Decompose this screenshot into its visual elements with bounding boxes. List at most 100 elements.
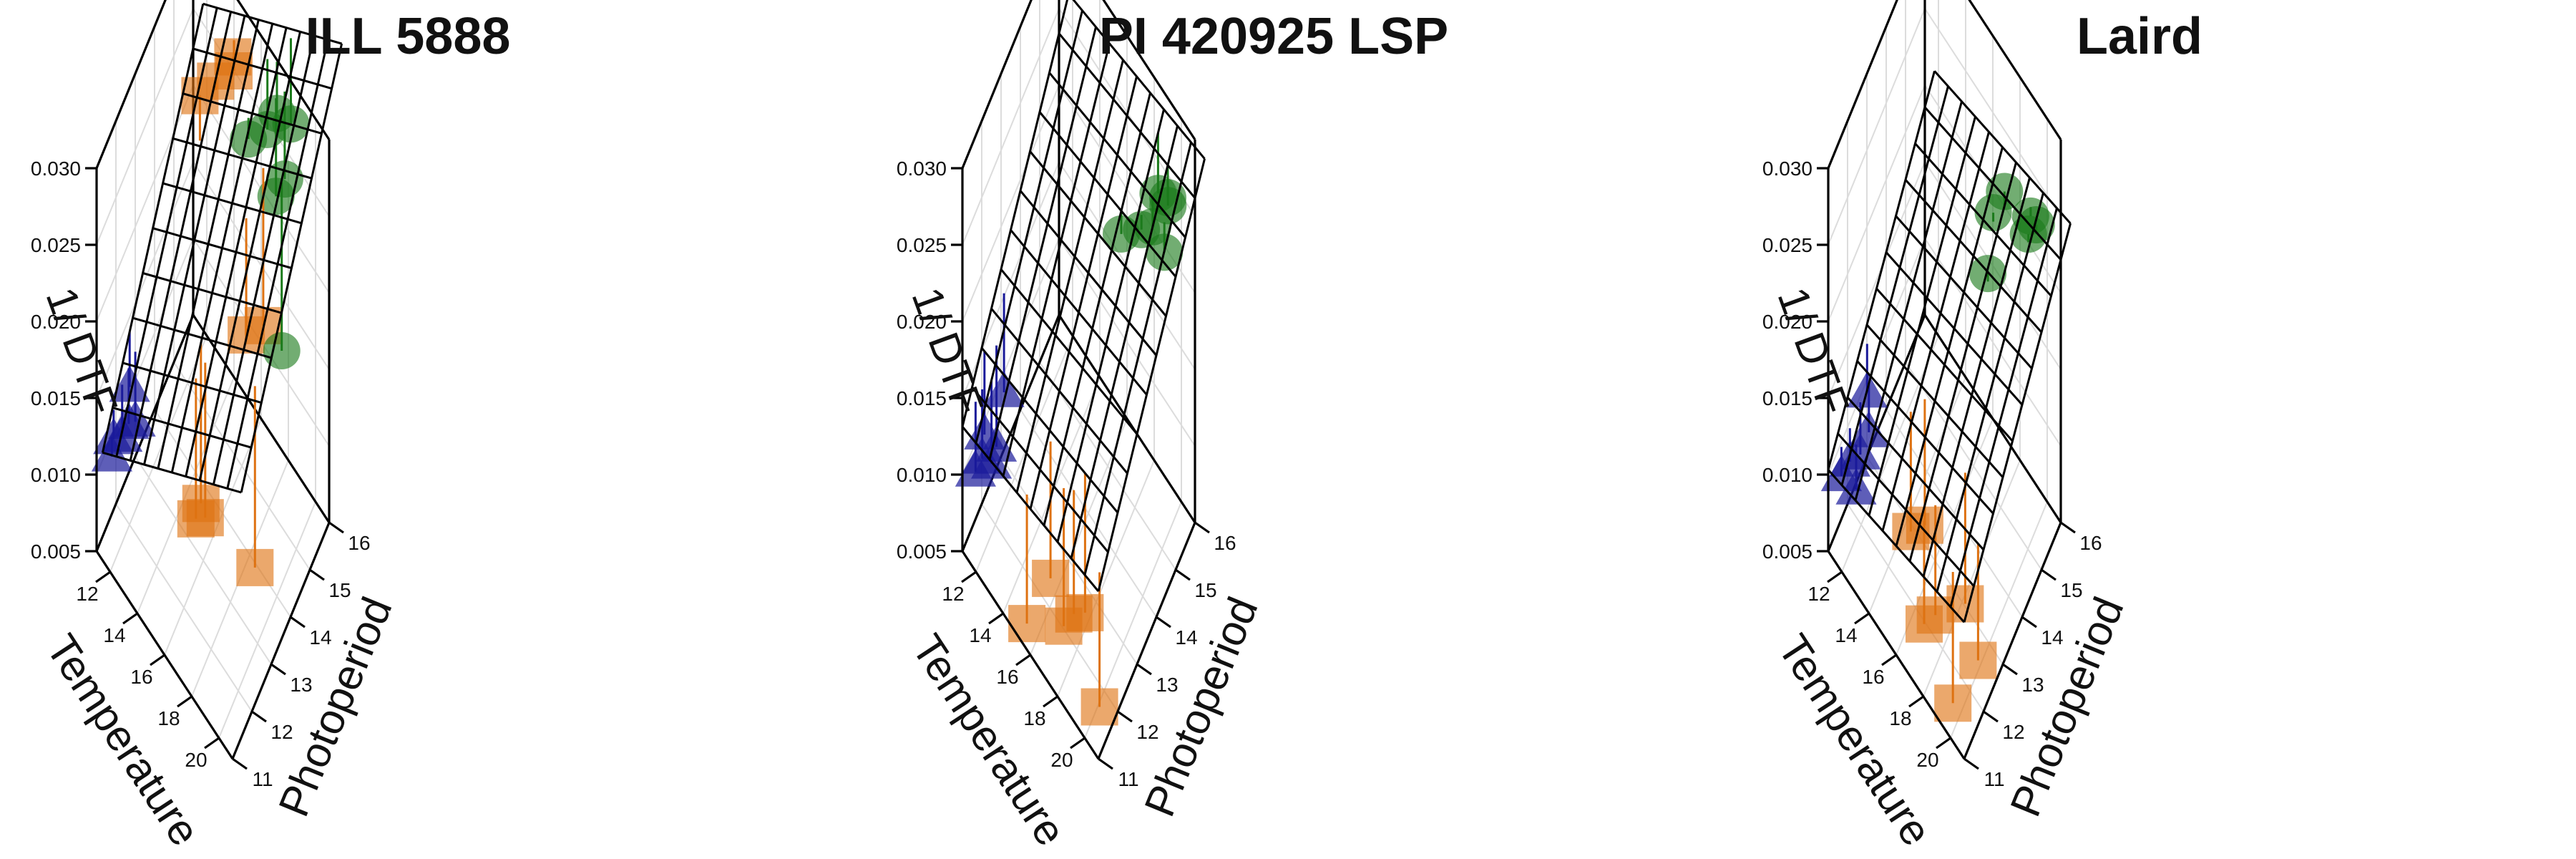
surface-mesh-line xyxy=(1827,70,1936,470)
surface-mesh-line xyxy=(1933,70,2072,225)
surface-mesh-line xyxy=(1097,158,1206,592)
temperature-tick-label: 18 xyxy=(1023,707,1045,729)
surface-mesh-line xyxy=(1885,251,2024,406)
tick-mark xyxy=(2041,568,2057,581)
data-point-triangle xyxy=(91,435,132,472)
surface-mesh-line xyxy=(1922,177,2031,577)
grid-line xyxy=(1020,409,1157,618)
cube-edge xyxy=(1102,0,1196,140)
tick-mark xyxy=(232,757,248,770)
z-tick-label: 0.020 xyxy=(31,311,81,333)
tick-mark xyxy=(1070,737,1085,749)
surface-mesh-line xyxy=(1936,193,2044,593)
surface-mesh-line xyxy=(1002,43,1111,477)
surface-mesh-line xyxy=(1072,0,1206,160)
tick-mark xyxy=(1854,612,1870,625)
tick-mark xyxy=(988,612,1004,625)
surface-mesh-line xyxy=(1854,101,1963,501)
panel-title: PI 420925 LSP xyxy=(1099,8,1448,65)
z-tick-label: 0.025 xyxy=(31,234,81,256)
grid-line xyxy=(1868,377,1966,614)
surface-mesh-line xyxy=(182,92,322,135)
tick-mark xyxy=(290,616,306,629)
surface-mesh-line xyxy=(1846,397,1985,550)
grid-line xyxy=(962,84,1060,322)
panel-1: 12141618201112131415160.0050.0100.0150.0… xyxy=(31,0,511,854)
grid-line xyxy=(1828,8,1926,246)
data-point-square xyxy=(1959,641,1997,679)
temperature-tick-label: 20 xyxy=(1916,749,1938,771)
tick-mark xyxy=(150,654,165,666)
tick-mark xyxy=(270,663,286,676)
tick-mark xyxy=(2060,521,2076,534)
tick-mark xyxy=(1098,757,1113,770)
surface-mesh-line xyxy=(961,426,1100,593)
photoperiod-tick-label: 15 xyxy=(2060,579,2082,601)
tick-mark xyxy=(1175,568,1191,581)
tick-mark xyxy=(1156,616,1171,629)
photoperiod-axis-label: Photoperiod xyxy=(2001,591,2132,823)
temperature-tick-label: 14 xyxy=(969,624,991,646)
data-point-triangle xyxy=(983,371,1025,407)
photoperiod-tick-label: 11 xyxy=(1984,768,2004,790)
temperature-tick-label: 18 xyxy=(1889,707,1911,729)
surface-mesh-line xyxy=(1048,72,1186,238)
temperature-tick-label: 18 xyxy=(157,707,180,729)
tick-mark xyxy=(1043,695,1058,708)
surface-mesh-line xyxy=(152,227,292,269)
data-point-circle xyxy=(2017,206,2055,243)
photoperiod-tick-label: 14 xyxy=(1175,626,1197,649)
fitted-surface xyxy=(1827,70,2072,623)
tick-mark xyxy=(328,521,344,534)
surface-mesh-line xyxy=(1895,215,2033,369)
grid-line xyxy=(1828,0,1898,169)
photoperiod-axis-label: Photoperiod xyxy=(1135,591,1267,823)
tick-mark xyxy=(2002,663,2018,676)
tick-mark xyxy=(204,737,220,749)
surface-mesh-line xyxy=(1868,116,1976,516)
surface-mesh-line xyxy=(971,387,1109,553)
temperature-axis-label: Temperature xyxy=(903,626,1075,855)
surface-mesh-line xyxy=(1056,109,1165,543)
surface-mesh-line xyxy=(1840,86,1949,486)
temperature-tick-label: 16 xyxy=(996,666,1018,688)
tick-mark xyxy=(1015,654,1031,666)
tick-labels: 12141618201112131415160.0050.0100.0150.0… xyxy=(1762,157,2102,790)
panel-title: ILL 5888 xyxy=(306,8,511,65)
surface-mesh-line xyxy=(1923,106,2062,261)
grid-line xyxy=(1039,361,1176,571)
data-point-square xyxy=(1066,593,1104,631)
data-point-square xyxy=(186,499,224,537)
z-tick-label: 0.015 xyxy=(1762,387,1813,409)
cube-edge xyxy=(192,314,331,523)
cube-edge xyxy=(236,0,331,140)
surface-mesh-line xyxy=(102,451,242,494)
panel-title: Laird xyxy=(2077,8,2202,65)
grid-line xyxy=(135,456,272,665)
surface-mesh-line xyxy=(975,10,1083,444)
photoperiod-tick-label: 15 xyxy=(328,579,351,601)
z-tick-label: 0.010 xyxy=(897,464,947,486)
z-tick-label: 0.030 xyxy=(31,157,81,180)
surface-mesh-line xyxy=(1865,324,2004,478)
photoperiod-tick-label: 16 xyxy=(348,532,370,554)
photoperiod-tick-label: 14 xyxy=(309,626,331,649)
data-point-square xyxy=(1008,605,1046,643)
tick-mark xyxy=(1827,571,1843,583)
surface-mesh-line xyxy=(112,407,252,449)
tick-mark xyxy=(122,612,138,625)
surface-mesh-line xyxy=(1015,59,1124,493)
surface-mesh-line xyxy=(1000,268,1138,435)
cube-edge xyxy=(1963,522,2062,759)
cube-edge xyxy=(961,0,1033,169)
temperature-tick-label: 14 xyxy=(1835,624,1857,646)
photoperiod-tick-label: 11 xyxy=(252,768,273,790)
surface-mesh-line xyxy=(990,308,1128,475)
grid-line xyxy=(1841,335,1939,573)
surface-mesh-line xyxy=(1083,142,1192,576)
grid-line xyxy=(962,0,1033,169)
grid-line xyxy=(1828,84,1926,322)
surface-mesh-line xyxy=(1029,150,1167,317)
z-tick-label: 0.030 xyxy=(1762,157,1813,180)
photoperiod-tick-label: 13 xyxy=(290,674,312,696)
